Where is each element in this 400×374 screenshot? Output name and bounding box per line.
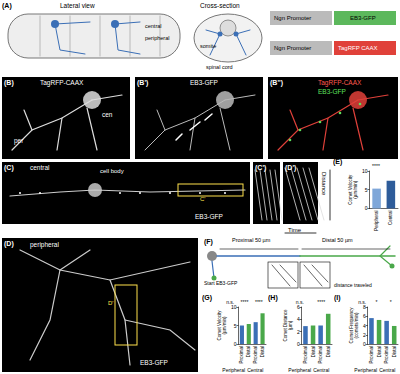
html-text:Time: Time	[288, 227, 302, 233]
html-text:Ngn Promoter: Ngn Promoter	[274, 15, 312, 21]
html-text:EB3-GFP: EB3-GFP	[140, 359, 168, 366]
svg-text:6: 6	[363, 313, 366, 319]
svg-text:*: *	[376, 299, 378, 305]
svg-text:4: 4	[363, 323, 366, 329]
svg-text:(E): (E)	[333, 158, 342, 166]
html-text:(F): (F)	[204, 238, 213, 245]
svg-text:n.s.: n.s.	[358, 298, 367, 305]
svg-text:0: 0	[365, 205, 368, 211]
svg-text:4: 4	[297, 316, 300, 322]
svg-text:Comet Velocity: Comet Velocity	[348, 174, 353, 205]
svg-text:Proximal: Proximal	[318, 346, 323, 364]
svg-text:****: ****	[372, 163, 380, 169]
svg-text:0: 0	[234, 341, 237, 347]
svg-text:Proximal: Proximal	[369, 346, 374, 364]
html-text:peripheral: peripheral	[145, 35, 170, 41]
svg-text:Distal: Distal	[260, 346, 265, 357]
html-text:(C): (C)	[4, 164, 14, 171]
svg-text:(µm/min): (µm/min)	[222, 316, 227, 334]
html-text:D': D'	[108, 300, 114, 306]
html-text:cell body: cell body	[100, 168, 124, 174]
svg-text:(H): (H)	[268, 294, 278, 302]
svg-text:****: ****	[317, 299, 325, 305]
svg-text:Central: Central	[247, 367, 263, 373]
svg-text:Distal: Distal	[392, 346, 397, 357]
svg-text:Peripheral: Peripheral	[222, 367, 245, 373]
html-text:TagRFP CAAX: TagRFP CAAX	[338, 45, 378, 51]
svg-text:8: 8	[363, 304, 366, 310]
html-text:(D): (D)	[4, 240, 14, 247]
svg-text:Comet Distance: Comet Distance	[282, 309, 288, 342]
svg-text:Peripheral: Peripheral	[288, 367, 311, 373]
html-text:Distance: Distance	[321, 172, 327, 196]
html-text:Lateral view: Lateral view	[60, 2, 95, 9]
html-text:EB3-GFP: EB3-GFP	[318, 88, 346, 95]
svg-text:(I): (I)	[334, 294, 341, 302]
svg-text:Central: Central	[388, 210, 393, 225]
svg-text:****: ****	[255, 299, 263, 305]
svg-text:Distal: Distal	[326, 346, 331, 357]
html-text:(A): (A)	[2, 2, 12, 9]
svg-text:5: 5	[365, 187, 368, 193]
html-text:(C'): (C')	[255, 164, 267, 171]
svg-text:Comet Frequency: Comet Frequency	[348, 307, 354, 344]
html-text:EB3-GFP: EB3-GFP	[190, 79, 218, 86]
svg-text:(G): (G)	[202, 294, 212, 302]
svg-text:5: 5	[234, 323, 237, 329]
html-text:somite: somite	[200, 43, 217, 49]
html-text:Distal 50 µm: Distal 50 µm	[322, 237, 353, 243]
svg-text:Proximal: Proximal	[239, 346, 244, 364]
svg-text:Distal: Distal	[377, 346, 382, 357]
svg-text:2: 2	[297, 329, 300, 335]
svg-text:Proximal: Proximal	[303, 346, 308, 364]
html-text:TagRFP-CAAX: TagRFP-CAAX	[40, 79, 84, 86]
html-text:Cross-section: Cross-section	[200, 2, 240, 9]
html-text:Proximal 50 µm: Proximal 50 µm	[232, 237, 271, 243]
html-text:per: per	[14, 137, 24, 144]
svg-text:Proximal: Proximal	[384, 346, 389, 364]
svg-text:Distal: Distal	[311, 346, 316, 357]
html-text:central: central	[30, 164, 50, 171]
svg-text:n.s.: n.s.	[295, 298, 304, 305]
svg-text:Peripheral: Peripheral	[374, 210, 379, 231]
html-text:TagRFP-CAAX: TagRFP-CAAX	[318, 79, 362, 86]
svg-text:0: 0	[363, 341, 366, 347]
svg-text:Central: Central	[379, 367, 395, 373]
html-text:(B'): (B')	[137, 79, 149, 86]
html-text:EB3-GFP: EB3-GFP	[350, 15, 376, 21]
html-text:(B): (B)	[4, 79, 14, 86]
svg-text:Proximal: Proximal	[253, 346, 258, 364]
svg-text:10: 10	[362, 168, 368, 174]
html-text:Start EB3-GFP: Start EB3-GFP	[204, 280, 238, 286]
svg-text:Comet Velocity: Comet Velocity	[217, 310, 222, 341]
html-text:peripheral: peripheral	[30, 241, 59, 248]
html-text:distance traveled: distance traveled	[334, 282, 372, 288]
svg-text:2: 2	[363, 332, 366, 338]
svg-text:Central: Central	[313, 367, 329, 373]
svg-text:(µm): (µm)	[288, 320, 293, 330]
svg-text:Peripheral: Peripheral	[354, 367, 377, 373]
svg-text:0: 0	[297, 341, 300, 347]
svg-text:*: *	[390, 299, 392, 305]
html-text:(B''): (B'')	[270, 79, 283, 86]
html-text:central: central	[145, 23, 162, 29]
html-text:Ngn Promoter: Ngn Promoter	[274, 45, 312, 51]
html-text:spinal cord: spinal cord	[206, 64, 233, 70]
svg-text:6: 6	[297, 304, 300, 310]
html-text:(D'): (D')	[285, 164, 297, 171]
svg-text:Distal: Distal	[246, 346, 251, 357]
html-text:C': C'	[200, 196, 206, 202]
html-text:EB3-GFP: EB3-GFP	[195, 213, 223, 220]
svg-text:(µm/min): (µm/min)	[353, 180, 358, 198]
svg-text:10: 10	[231, 304, 237, 310]
svg-text:(comets/min): (comets/min)	[354, 312, 359, 339]
html-text:cen: cen	[102, 111, 113, 118]
svg-text:n.s.: n.s.	[226, 298, 235, 305]
svg-text:****: ****	[241, 299, 249, 305]
